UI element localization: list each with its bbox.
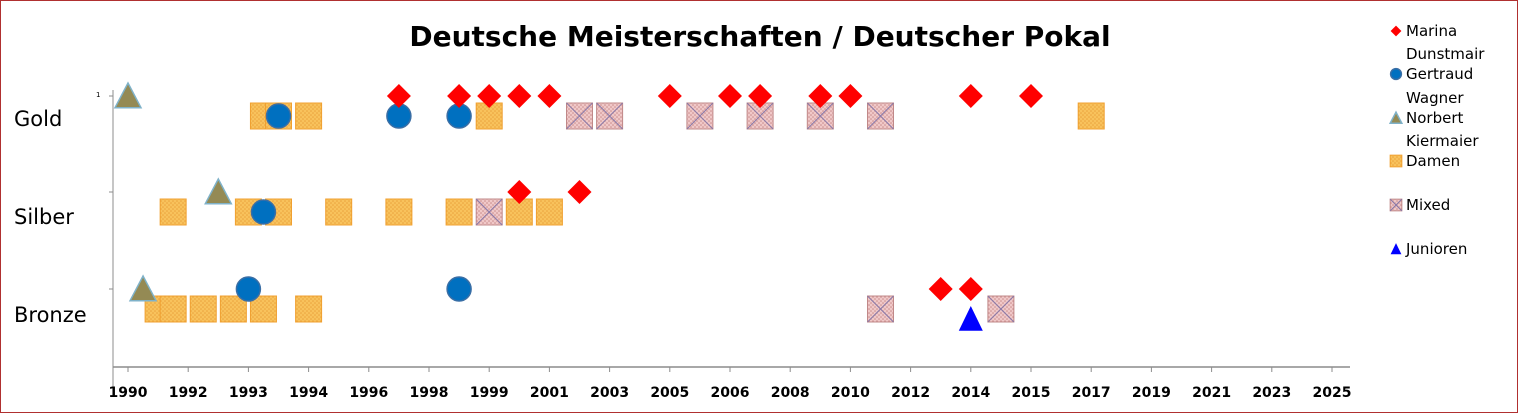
marker-square — [325, 198, 353, 226]
x-tick-label: 1996 — [349, 385, 388, 401]
marker-diamond — [718, 84, 742, 108]
y-category-label: Bronze — [14, 303, 87, 327]
marker-square — [295, 295, 323, 323]
marker-square — [445, 198, 473, 226]
x-tick-label: 2019 — [1132, 385, 1171, 401]
marker-triangle — [204, 177, 233, 205]
x-tick-label: 2006 — [711, 385, 750, 401]
legend-label: Gertraud — [1406, 65, 1473, 83]
marker-square — [505, 198, 533, 226]
x-tick-label: 1999 — [470, 385, 509, 401]
marker-diamond — [507, 180, 532, 204]
marker-diamond — [537, 84, 562, 108]
marker-diamond — [1019, 84, 1043, 108]
marker-square — [295, 102, 323, 130]
legend-marker — [1389, 67, 1403, 81]
legend-label: Junioren — [1405, 240, 1467, 258]
legend: Marina Dunstmair Gertraud Wagner Norbert Kier… — [1388, 22, 1485, 258]
marker-diamond — [386, 84, 411, 108]
marker-circle — [235, 276, 262, 302]
legend-marker — [1389, 198, 1403, 212]
marker-square — [219, 295, 247, 323]
x-tick-label: 2010 — [831, 385, 870, 401]
legend-label: Mixed — [1406, 196, 1450, 214]
x-tick-label: 1990 — [109, 385, 148, 401]
marker-diamond — [838, 84, 863, 108]
marker-triangle-blue — [958, 306, 983, 331]
x-tick-labels: 1990 1992 1993 1994 1996 1998 1999 2001 2003 2005… — [109, 367, 1352, 401]
y-category-label: Silber — [14, 205, 74, 229]
x-tick-label: 2023 — [1252, 385, 1291, 401]
legend-label: Dunstmair — [1406, 45, 1485, 63]
x-tick-label: 2003 — [590, 385, 629, 401]
x-tick-label: 2005 — [650, 385, 689, 401]
marker-crossed-square — [746, 102, 774, 130]
marker-crossed-square — [987, 295, 1015, 323]
marker-crossed-square — [566, 102, 593, 130]
x-tick-label: 2012 — [891, 385, 930, 401]
marker-square — [1077, 102, 1105, 130]
marker-circle — [250, 199, 277, 225]
marker-diamond — [958, 277, 983, 301]
y-category-label: Gold — [14, 107, 62, 131]
marker-crossed-square — [596, 102, 624, 130]
x-tick-label: 2025 — [1313, 385, 1352, 401]
legend-label: Norbert — [1406, 109, 1463, 127]
legend-marker — [1390, 25, 1402, 37]
x-tick-label: 2008 — [771, 385, 810, 401]
marker-diamond — [748, 84, 773, 108]
x-tick-label: 1992 — [169, 385, 208, 401]
marker-diamond — [507, 84, 532, 108]
y-corner-label: 1 — [96, 91, 100, 99]
marker-crossed-square — [686, 102, 714, 130]
marker-triangle — [128, 274, 158, 302]
legend-label: Damen — [1406, 152, 1460, 170]
marker-diamond — [477, 84, 502, 108]
marker-triangle — [113, 81, 143, 109]
legend-label: Wagner — [1406, 89, 1464, 107]
marker-crossed-square — [475, 198, 503, 226]
x-tick-label: 2015 — [1012, 385, 1051, 401]
marker-square — [535, 198, 563, 226]
legend-marker — [1390, 243, 1402, 255]
x-tick-label: 2021 — [1192, 385, 1231, 401]
marker-crossed-square — [867, 295, 894, 323]
marker-diamond — [958, 84, 983, 108]
marker-square — [249, 295, 277, 323]
marker-crossed-square — [867, 102, 894, 130]
marker-circle — [446, 276, 472, 302]
marker-diamond — [447, 84, 472, 108]
marker-diamond — [808, 84, 833, 108]
legend-marker — [1388, 110, 1404, 125]
x-tick-label: 2017 — [1072, 385, 1111, 401]
x-tick-label: 1993 — [229, 385, 268, 401]
marker-diamond — [928, 277, 953, 301]
legend-marker — [1389, 154, 1403, 168]
marker-square — [189, 295, 217, 323]
x-tick-label: 1994 — [289, 385, 328, 401]
axes — [109, 90, 1350, 387]
marker-square — [385, 198, 413, 226]
marker-square — [159, 295, 187, 323]
x-tick-label: 2014 — [951, 385, 990, 401]
chart-title: Deutsche Meisterschaften / Deutscher Pok… — [409, 20, 1110, 53]
marker-diamond — [567, 180, 592, 204]
x-tick-label: 1998 — [410, 385, 449, 401]
data-markers — [113, 81, 1105, 331]
marker-circle — [265, 103, 292, 129]
legend-label: Marina — [1406, 22, 1457, 40]
x-tick-label: 2001 — [530, 385, 569, 401]
marker-square — [159, 198, 187, 226]
y-category-labels: Gold Silber Bronze — [14, 107, 87, 327]
marker-diamond — [657, 84, 682, 108]
legend-label: Kiermaier — [1406, 132, 1479, 150]
